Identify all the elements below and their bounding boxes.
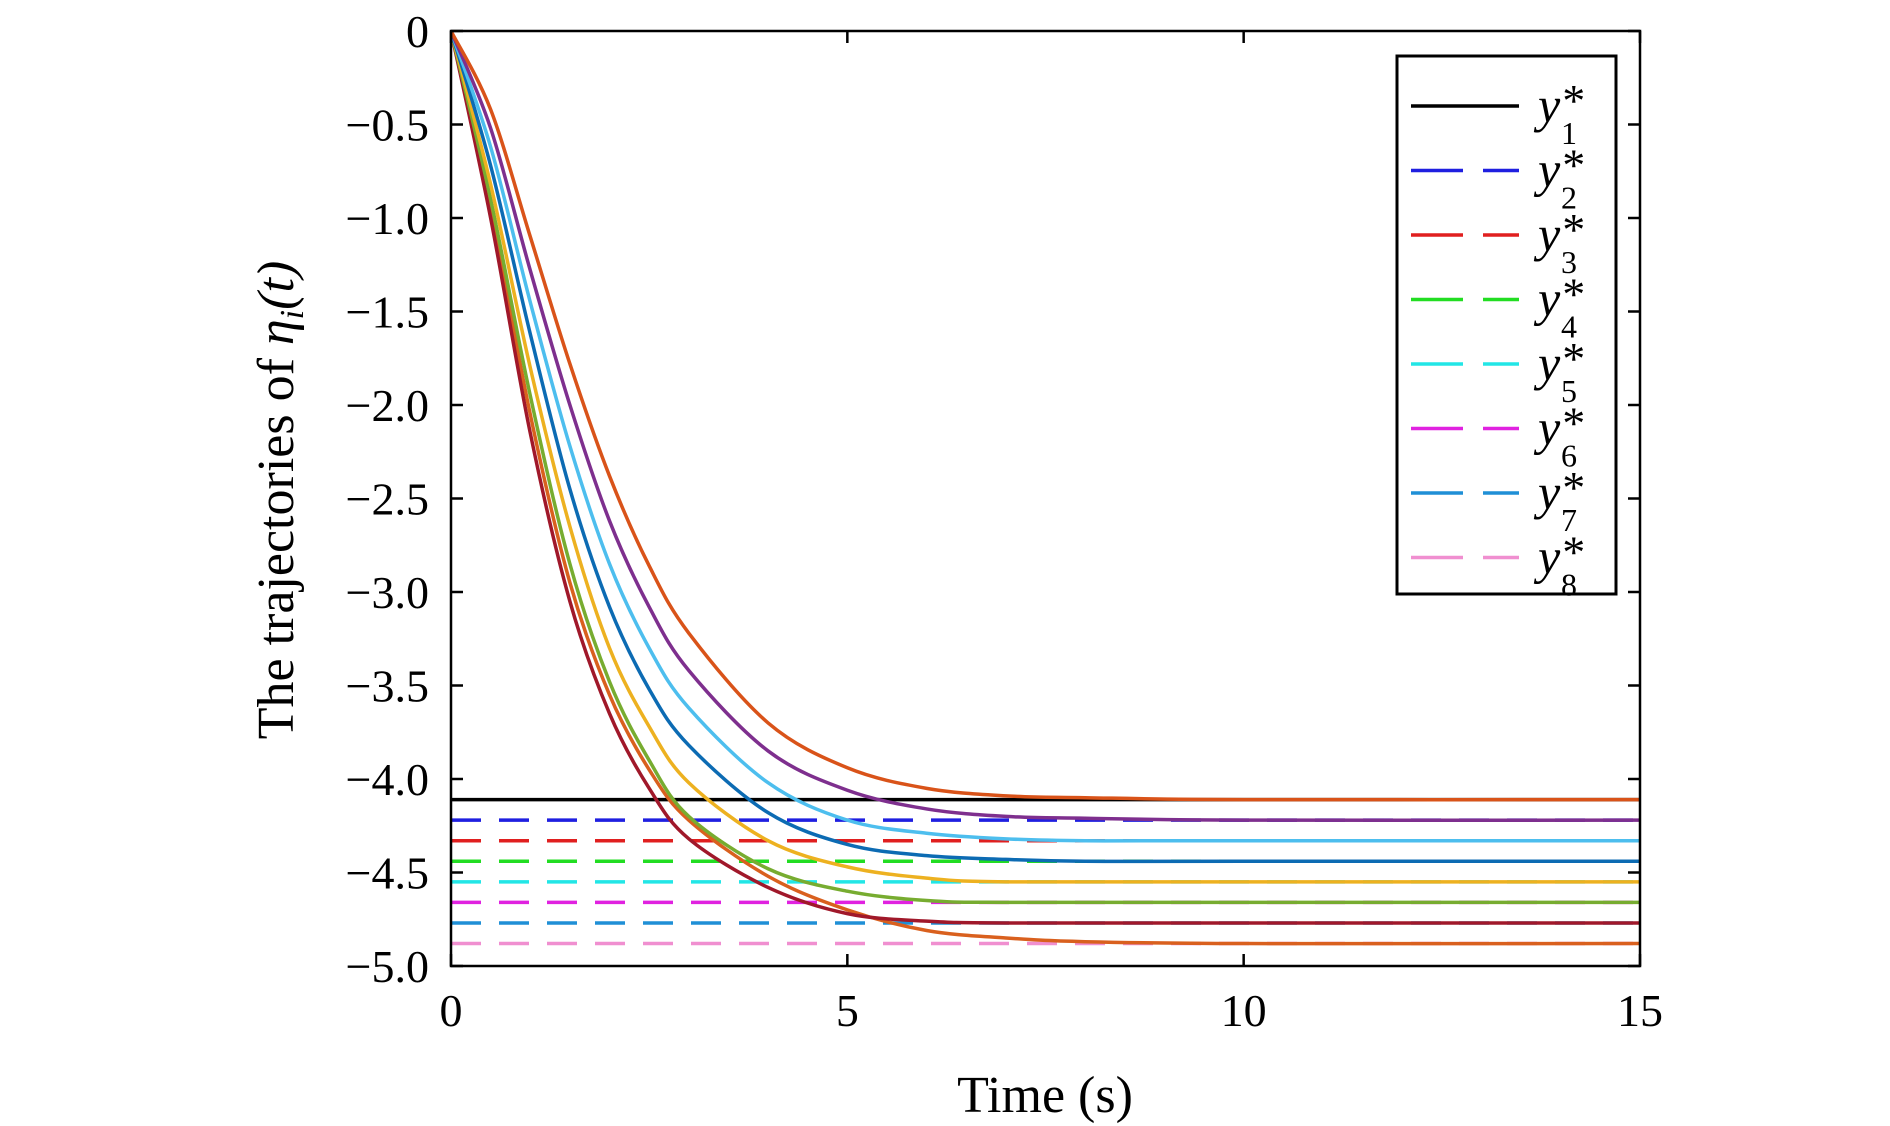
trajectory-line-1 <box>451 31 1640 946</box>
legend-label-8: y* 8 <box>1533 527 1585 603</box>
trajectory-series <box>451 31 1640 946</box>
trajectory-line-6 <box>451 31 1640 843</box>
y-tick-label: −3.5 <box>346 661 429 712</box>
trajectory-line-4 <box>451 31 1640 884</box>
x-axis-label: Time (s) <box>957 1067 1133 1124</box>
legend: y* 1y* 2y* 3y* 4y* 5y* 6y* 7y* 8 <box>1395 54 1618 603</box>
y-tick-label: −0.5 <box>346 100 429 151</box>
y-axis-label: The trajectories of ηi(t) <box>248 261 311 739</box>
y-tick-label: −2.0 <box>346 380 429 431</box>
y-tick-label: −4.0 <box>346 754 429 805</box>
trajectory-line-2 <box>451 31 1640 925</box>
trajectory-line-7 <box>451 31 1640 823</box>
trajectory-line-5 <box>451 31 1640 864</box>
x-tick-label: 0 <box>440 985 463 1036</box>
y-tick-label: 0 <box>406 6 429 57</box>
legend-label-7: y* 7 <box>1533 462 1585 538</box>
y-tick-label: −2.5 <box>346 474 429 525</box>
y-tick-label: −4.5 <box>346 848 429 899</box>
legend-label-3: y* 3 <box>1533 204 1585 280</box>
y-axis-label-subscript: i <box>274 310 311 319</box>
y-axis-label-suffix: (t) <box>248 261 305 310</box>
x-tick-label: 10 <box>1221 985 1267 1036</box>
y-tick-label: −1.5 <box>346 287 429 338</box>
trajectory-line-3 <box>451 31 1640 905</box>
legend-box <box>1395 54 1618 596</box>
y-axis: 0 −0.5 −1.0 −1.5 −2.0 −2.5 −3.0 −3.5 −4.0 −4.5 −5.… <box>346 6 1640 992</box>
y-tick-label: −1.0 <box>346 193 429 244</box>
legend-label-2: y* 2 <box>1533 140 1585 216</box>
y-tick-label: −3.0 <box>346 567 429 618</box>
x-axis: 0 5 10 15 <box>440 31 1663 1036</box>
legend-label-4: y* 4 <box>1533 269 1585 345</box>
legend-label-5: y* 5 <box>1533 333 1585 409</box>
x-tick-label: 15 <box>1617 985 1663 1036</box>
x-tick-label: 5 <box>836 985 859 1036</box>
y-axis-label-symbol: η <box>248 319 305 345</box>
legend-label-6: y* 6 <box>1533 398 1585 474</box>
y-tick-label: −5.0 <box>346 941 429 992</box>
legend-label-1: y* 1 <box>1533 75 1585 151</box>
trajectory-line-8 <box>451 31 1640 802</box>
y-axis-label-prefix: The trajectories of <box>248 345 305 739</box>
